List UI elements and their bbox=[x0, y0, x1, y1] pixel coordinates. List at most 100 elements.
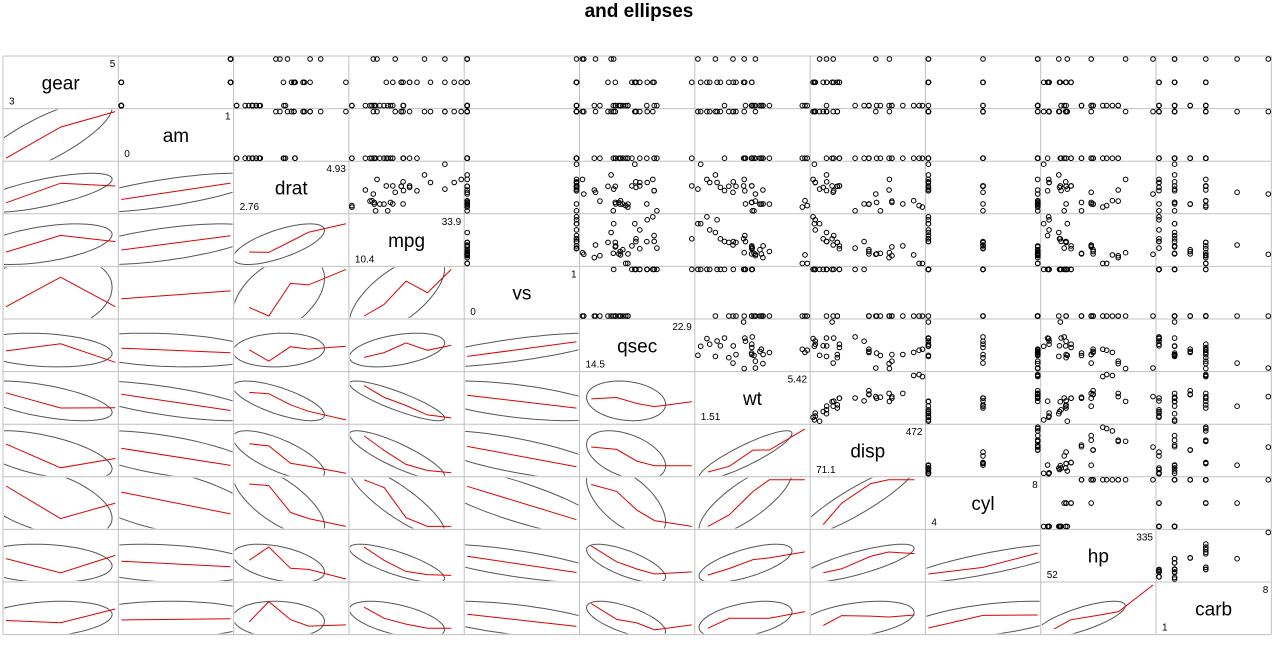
data-point bbox=[760, 201, 766, 207]
data-point bbox=[581, 313, 587, 319]
data-point bbox=[877, 208, 884, 214]
data-point bbox=[1090, 477, 1096, 483]
scatter-panel-gear-vs-hp bbox=[1040, 56, 1156, 109]
data-point bbox=[637, 245, 643, 252]
data-point bbox=[820, 343, 827, 349]
data-point bbox=[1056, 172, 1062, 178]
data-ellipse bbox=[465, 332, 579, 367]
data-point bbox=[799, 204, 806, 210]
smoother-line bbox=[5, 276, 116, 308]
data-point bbox=[714, 338, 720, 344]
data-point bbox=[1046, 108, 1052, 115]
data-point bbox=[980, 395, 986, 402]
data-point bbox=[733, 108, 739, 115]
data-point bbox=[812, 79, 819, 86]
data-point bbox=[591, 155, 598, 161]
data-point bbox=[1088, 477, 1094, 483]
data-point bbox=[810, 266, 816, 273]
data-point bbox=[1187, 251, 1193, 257]
data-point bbox=[829, 155, 835, 161]
data-point bbox=[900, 351, 906, 358]
data-point bbox=[579, 176, 586, 183]
data-point bbox=[886, 176, 893, 183]
data-point bbox=[1068, 243, 1074, 249]
data-point bbox=[581, 56, 587, 62]
data-point bbox=[836, 266, 843, 273]
range-max-label: 8 bbox=[1263, 585, 1269, 596]
data-point bbox=[980, 449, 986, 455]
data-point bbox=[1115, 393, 1121, 400]
data-point bbox=[741, 313, 748, 319]
ellipse-panel-carb-vs-disp bbox=[811, 600, 915, 634]
data-ellipse bbox=[698, 600, 793, 634]
data-point bbox=[1156, 238, 1162, 245]
data-point bbox=[414, 155, 420, 161]
data-ellipse bbox=[4, 380, 113, 422]
data-point bbox=[804, 260, 811, 267]
data-point bbox=[980, 242, 986, 248]
data-point bbox=[873, 102, 880, 109]
scatter-panel-qsec-vs-cyl bbox=[925, 319, 1041, 372]
data-ellipse bbox=[926, 544, 1040, 582]
data-point bbox=[1171, 251, 1178, 257]
data-point bbox=[1044, 232, 1051, 239]
data-point bbox=[633, 79, 639, 86]
data-ellipse bbox=[585, 380, 667, 422]
range-max-label: 8 bbox=[1032, 480, 1038, 491]
data-point bbox=[836, 155, 843, 161]
data-point bbox=[633, 266, 639, 273]
data-point bbox=[1171, 232, 1178, 239]
data-point bbox=[916, 260, 922, 267]
data-point bbox=[866, 391, 872, 397]
data-point bbox=[1034, 387, 1041, 394]
ellipse-panel-hp-vs-qsec bbox=[586, 543, 692, 582]
smoother-line bbox=[363, 385, 452, 419]
scatter-panel-gear-vs-disp bbox=[810, 56, 926, 109]
data-point bbox=[925, 172, 932, 178]
data-point bbox=[741, 56, 748, 62]
data-point bbox=[1040, 220, 1047, 227]
data-point bbox=[830, 242, 837, 248]
ellipse-panel-drat-vs-am bbox=[119, 172, 233, 213]
data-point bbox=[291, 108, 297, 115]
data-point bbox=[980, 334, 986, 340]
data-point bbox=[980, 183, 986, 189]
data-point bbox=[980, 102, 986, 109]
data-point bbox=[816, 56, 823, 62]
data-point bbox=[1034, 187, 1041, 193]
data-point bbox=[637, 155, 643, 161]
smoother-line bbox=[363, 546, 452, 576]
data-point bbox=[637, 227, 643, 233]
data-point bbox=[1062, 266, 1069, 273]
data-point bbox=[464, 183, 471, 190]
ellipse-panel-mpg-vs-drat bbox=[234, 223, 347, 265]
data-point bbox=[830, 108, 837, 115]
data-point bbox=[573, 236, 580, 242]
data-point bbox=[1171, 79, 1178, 86]
data-point bbox=[925, 410, 932, 417]
data-point bbox=[830, 232, 837, 239]
ellipse-panel-cyl-vs-drat bbox=[234, 477, 347, 529]
data-point bbox=[714, 217, 720, 223]
data-point bbox=[573, 232, 580, 239]
data-point bbox=[392, 189, 399, 196]
ellipse-panel-qsec-vs-am bbox=[119, 332, 233, 368]
data-point bbox=[1062, 343, 1069, 349]
data-point bbox=[1088, 313, 1094, 319]
data-point bbox=[1034, 313, 1041, 319]
data-point bbox=[1068, 245, 1074, 252]
data-point bbox=[1061, 453, 1067, 459]
data-point bbox=[1100, 102, 1106, 109]
smoother-line bbox=[822, 479, 915, 525]
ellipse-panel-cyl-vs-mpg bbox=[351, 477, 452, 529]
data-ellipse bbox=[349, 543, 446, 582]
data-point bbox=[741, 108, 748, 115]
data-point bbox=[610, 155, 617, 161]
data-point bbox=[383, 183, 390, 189]
data-point bbox=[925, 236, 932, 242]
scatter-panel-gear-vs-drat bbox=[233, 56, 349, 109]
data-point bbox=[1234, 189, 1240, 196]
data-point bbox=[1203, 245, 1209, 252]
data-point bbox=[612, 102, 619, 109]
range-max-label: 4.93 bbox=[326, 164, 346, 175]
